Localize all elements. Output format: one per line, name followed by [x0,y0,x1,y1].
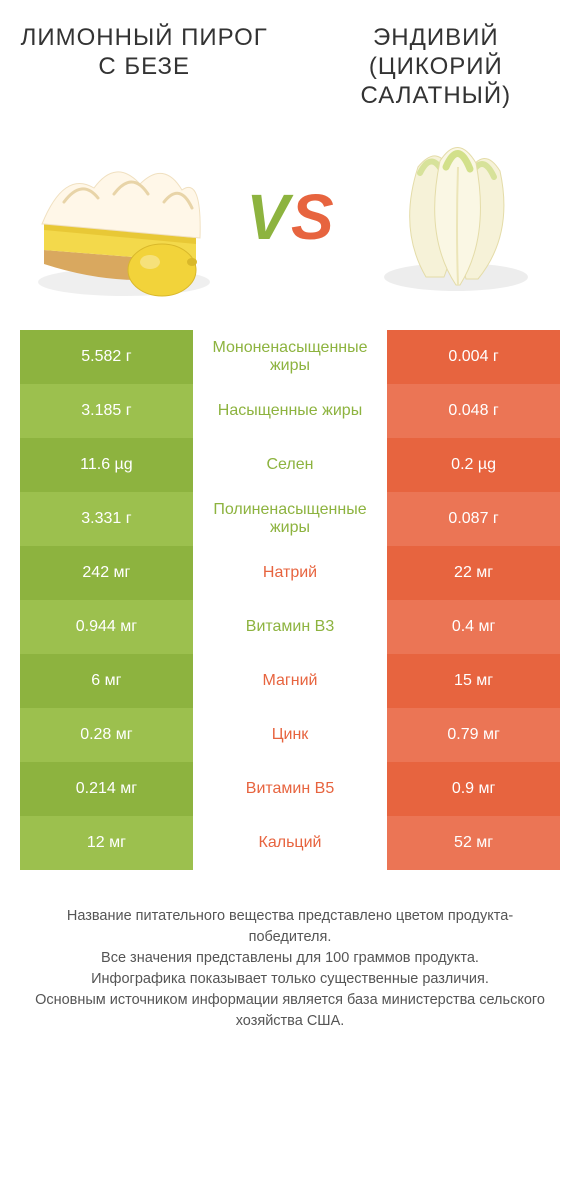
value-left: 0.944 мг [20,600,193,654]
value-right: 22 мг [387,546,560,600]
nutrient-label: Цинк [193,708,387,762]
infographic: ЛИМОННЫЙ ПИРОГ С БЕЗЕ ЭНДИВИЙ (ЦИКОРИЙ С… [0,0,580,1204]
vs-v: V [246,180,289,254]
nutrient-label: Магний [193,654,387,708]
value-left: 0.28 мг [20,708,193,762]
table-row: 0.944 мгВитамин B30.4 мг [20,600,560,654]
table-row: 0.214 мгВитамин B50.9 мг [20,762,560,816]
footer-notes: Название питательного вещества представл… [20,906,560,1032]
nutrient-label: Кальций [193,816,387,870]
table-row: 242 мгНатрий22 мг [20,546,560,600]
nutrient-label: Натрий [193,546,387,600]
footer-line: Все значения представлены для 100 граммо… [26,948,554,969]
nutrient-label: Мононенасыщенные жиры [193,330,387,384]
value-left: 3.185 г [20,384,193,438]
table-row: 6 мгМагний15 мг [20,654,560,708]
image-row: V S [24,132,556,302]
value-right: 0.9 мг [387,762,560,816]
value-right: 0.087 г [387,492,560,546]
value-right: 52 мг [387,816,560,870]
value-right: 15 мг [387,654,560,708]
value-right: 0.048 г [387,384,560,438]
vs-s: S [291,180,334,254]
lemon-pie-icon [24,132,224,302]
value-left: 12 мг [20,816,193,870]
table-row: 0.28 мгЦинк0.79 мг [20,708,560,762]
value-left: 6 мг [20,654,193,708]
endive-icon [366,137,546,297]
value-left: 242 мг [20,546,193,600]
value-right: 0.4 мг [387,600,560,654]
table-row: 5.582 гМононенасыщенные жиры0.004 г [20,330,560,384]
table-row: 11.6 µgСелен0.2 µg [20,438,560,492]
table-row: 3.185 гНасыщенные жиры0.048 г [20,384,560,438]
vs-badge: V S [246,180,333,254]
value-right: 0.79 мг [387,708,560,762]
nutrient-label: Селен [193,438,387,492]
image-left [24,132,224,302]
value-right: 0.004 г [387,330,560,384]
title-right: ЭНДИВИЙ (ЦИКОРИЙ САЛАТНЫЙ) [312,24,560,110]
table-row: 3.331 гПолиненасыщенные жиры0.087 г [20,492,560,546]
nutrient-label: Насыщенные жиры [193,384,387,438]
value-left: 5.582 г [20,330,193,384]
value-left: 0.214 мг [20,762,193,816]
value-right: 0.2 µg [387,438,560,492]
table-row: 12 мгКальций52 мг [20,816,560,870]
nutrient-label: Витамин B3 [193,600,387,654]
title-left: ЛИМОННЫЙ ПИРОГ С БЕЗЕ [20,24,268,82]
comparison-table: 5.582 гМононенасыщенные жиры0.004 г3.185… [20,330,560,870]
value-left: 3.331 г [20,492,193,546]
value-left: 11.6 µg [20,438,193,492]
nutrient-label: Витамин B5 [193,762,387,816]
footer-line: Основным источником информации является … [26,990,554,1032]
image-right [356,132,556,302]
nutrient-label: Полиненасыщенные жиры [193,492,387,546]
footer-line: Название питательного вещества представл… [26,906,554,948]
footer-line: Инфографика показывает только существенн… [26,969,554,990]
header: ЛИМОННЫЙ ПИРОГ С БЕЗЕ ЭНДИВИЙ (ЦИКОРИЙ С… [20,24,560,110]
